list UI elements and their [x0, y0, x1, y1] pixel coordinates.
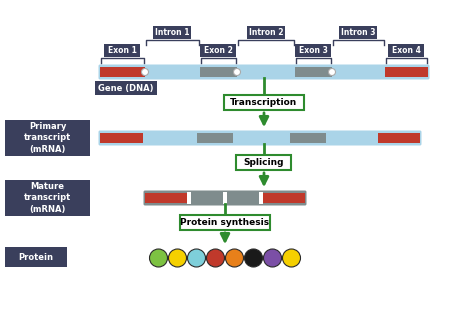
- FancyBboxPatch shape: [104, 44, 140, 57]
- Text: Intron 2: Intron 2: [249, 28, 283, 37]
- Text: Exon 2: Exon 2: [204, 46, 233, 55]
- FancyBboxPatch shape: [99, 131, 421, 146]
- Bar: [187, 192, 191, 204]
- Circle shape: [226, 249, 244, 267]
- FancyBboxPatch shape: [295, 44, 331, 57]
- FancyBboxPatch shape: [247, 26, 285, 39]
- Bar: [100, 67, 145, 77]
- FancyBboxPatch shape: [201, 44, 237, 57]
- FancyBboxPatch shape: [5, 120, 90, 156]
- Circle shape: [328, 69, 336, 75]
- Circle shape: [283, 249, 301, 267]
- Circle shape: [149, 249, 167, 267]
- Bar: [191, 193, 223, 203]
- Bar: [385, 67, 428, 77]
- Circle shape: [207, 249, 225, 267]
- FancyBboxPatch shape: [154, 26, 191, 39]
- FancyBboxPatch shape: [237, 155, 292, 170]
- Text: Protein: Protein: [18, 253, 54, 261]
- Circle shape: [142, 69, 148, 75]
- Bar: [326, 133, 378, 143]
- FancyBboxPatch shape: [144, 191, 307, 206]
- Text: Primary
transcript
(mRNA): Primary transcript (mRNA): [24, 122, 71, 154]
- Text: Gene (DNA): Gene (DNA): [98, 84, 154, 93]
- FancyBboxPatch shape: [389, 44, 425, 57]
- Circle shape: [188, 249, 206, 267]
- Circle shape: [234, 69, 240, 75]
- Bar: [197, 133, 233, 143]
- FancyBboxPatch shape: [5, 247, 67, 267]
- Bar: [145, 193, 187, 203]
- Text: Intron 3: Intron 3: [341, 28, 376, 37]
- Bar: [223, 192, 227, 204]
- Bar: [378, 133, 420, 143]
- Text: Intron 1: Intron 1: [155, 28, 190, 37]
- Text: Exon 1: Exon 1: [108, 46, 137, 55]
- Bar: [259, 192, 263, 204]
- Bar: [263, 193, 305, 203]
- Text: Transcription: Transcription: [230, 98, 298, 107]
- Text: Exon 3: Exon 3: [299, 46, 328, 55]
- Bar: [200, 67, 237, 77]
- Bar: [295, 67, 332, 77]
- Text: Mature
transcript
(mRNA): Mature transcript (mRNA): [24, 182, 71, 213]
- Text: Exon 4: Exon 4: [392, 46, 421, 55]
- Text: Splicing: Splicing: [244, 158, 284, 167]
- FancyBboxPatch shape: [339, 26, 377, 39]
- Bar: [143, 133, 197, 143]
- Bar: [290, 133, 326, 143]
- Circle shape: [168, 249, 186, 267]
- FancyBboxPatch shape: [180, 215, 270, 230]
- Bar: [100, 133, 143, 143]
- Bar: [227, 193, 259, 203]
- Circle shape: [245, 249, 263, 267]
- FancyBboxPatch shape: [224, 95, 304, 110]
- Circle shape: [264, 249, 282, 267]
- Bar: [233, 133, 290, 143]
- FancyBboxPatch shape: [99, 64, 429, 80]
- FancyBboxPatch shape: [95, 81, 157, 95]
- FancyBboxPatch shape: [5, 180, 90, 216]
- Text: Protein synthesis: Protein synthesis: [181, 218, 270, 227]
